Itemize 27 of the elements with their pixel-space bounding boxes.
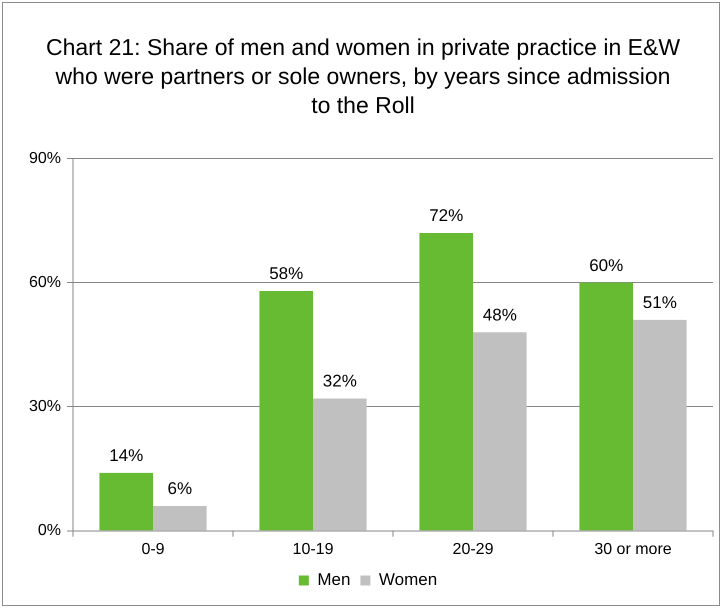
data-label: 48% [482,305,517,324]
chart-title: Chart 21: Share of men and women in private practice in E&W who were partners or sole owners, by years since admission to the Roll [44,33,682,120]
x-tick-label: 10-19 [292,540,334,558]
x-tick-label: 20-29 [452,540,494,558]
data-label: 72% [429,206,464,226]
bar [259,290,314,530]
data-label: 32% [322,372,357,391]
data-label: 14% [109,446,144,466]
data-label: 58% [269,264,304,284]
y-tick-label: 30% [28,398,62,416]
bar [153,506,207,530]
bar [579,282,634,530]
bar [419,233,474,530]
y-tick-label: 0% [38,522,62,540]
x-tick-label: 30 or more [594,540,672,558]
bar [473,332,527,530]
data-label: 51% [642,293,677,312]
y-tick-label: 60% [28,274,62,292]
legend-label: Women [378,570,438,590]
bar [313,398,367,530]
bar [99,472,154,530]
bar [633,320,687,530]
y-tick-label: 90% [28,150,62,168]
legend-label: Men [317,570,350,590]
x-tick-label: 0-9 [141,540,165,558]
data-label: 6% [168,479,192,498]
data-label: 60% [589,256,624,275]
